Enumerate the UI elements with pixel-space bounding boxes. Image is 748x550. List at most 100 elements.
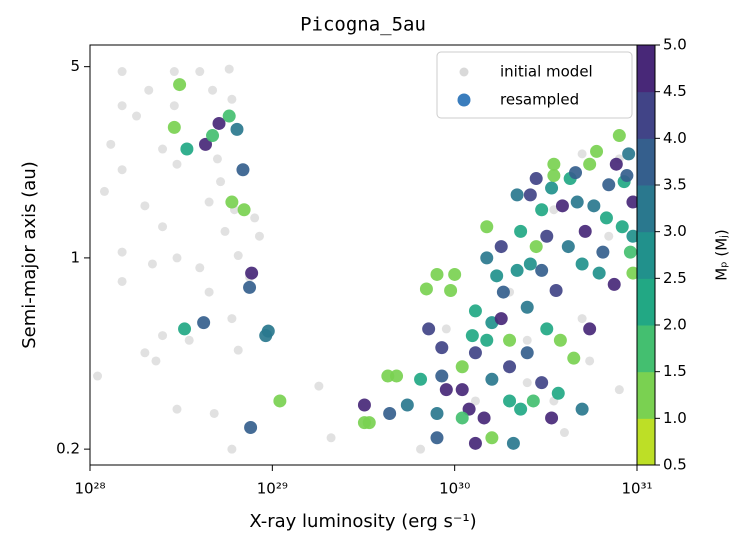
colorbar-segment: [637, 138, 655, 186]
resampled-point: [549, 284, 563, 298]
resampled-point: [400, 398, 414, 412]
resampled-point: [455, 360, 469, 374]
resampled-point: [465, 329, 479, 343]
initial-point: [522, 335, 532, 345]
resampled-point: [545, 181, 559, 195]
resampled-point: [206, 129, 220, 143]
resampled-point: [523, 188, 537, 202]
initial-point: [233, 345, 243, 355]
resampled-point: [390, 369, 404, 383]
resampled-point: [439, 383, 453, 397]
initial-point: [106, 139, 116, 149]
resampled-point: [547, 169, 561, 183]
initial-point: [224, 64, 234, 74]
resampled-point: [494, 240, 508, 254]
resampled-point: [547, 157, 561, 171]
resampled-point: [167, 120, 181, 134]
resampled-point: [490, 269, 504, 283]
colorbar-tick-label: 2.5: [663, 269, 687, 287]
resampled-point: [468, 304, 482, 318]
initial-point: [585, 356, 595, 366]
initial-point: [172, 404, 182, 414]
initial-point: [254, 231, 264, 241]
initial-point: [158, 331, 168, 341]
resampled-point: [503, 360, 517, 374]
colorbar-tick-label: 4.0: [663, 129, 687, 147]
resampled-point: [435, 369, 449, 383]
colorbar-tick-label: 1.5: [663, 362, 687, 380]
initial-point: [158, 222, 168, 232]
x-tick-label: 10²⁸: [74, 480, 105, 498]
initial-point: [172, 159, 182, 169]
legend-label: resampled: [500, 91, 579, 109]
resampled-point: [520, 346, 534, 360]
resampled-point: [419, 282, 433, 296]
initial-point: [326, 433, 336, 443]
resampled-point: [422, 322, 436, 336]
initial-point: [140, 348, 150, 358]
x-tick-label: 10³¹: [621, 480, 652, 498]
resampled-point: [430, 267, 444, 281]
initial-point: [117, 101, 127, 111]
initial-point: [195, 67, 205, 77]
initial-point: [132, 111, 142, 121]
initial-point: [117, 247, 127, 257]
resampled-point: [480, 251, 494, 265]
colorbar-frame: [636, 44, 656, 466]
resampled-point: [180, 142, 194, 156]
y-axis-label: Semi-major axis (au): [19, 161, 40, 349]
colorbar-tick-label: 2.0: [663, 316, 687, 334]
resampled-point: [596, 245, 610, 259]
colorbar-segment: [637, 231, 655, 279]
resampled-point: [622, 147, 636, 161]
resampled-point: [480, 333, 494, 347]
resampled-point: [540, 322, 554, 336]
resampled-point: [237, 203, 251, 217]
initial-point: [172, 253, 182, 263]
resampled-point: [567, 351, 581, 365]
resampled-point: [529, 172, 543, 186]
resampled-point: [626, 195, 640, 209]
legend-box: [436, 51, 633, 119]
legend-label: initial model: [500, 63, 593, 81]
initial-point: [212, 154, 222, 164]
resampled-point: [540, 229, 554, 243]
resampled-point: [510, 263, 524, 277]
resampled-point: [626, 229, 640, 243]
resampled-point: [590, 144, 604, 158]
resampled-point: [245, 266, 259, 280]
resampled-point: [561, 240, 575, 254]
colorbar-segment: [637, 371, 655, 419]
initial-point: [204, 197, 214, 207]
resampled-point: [494, 312, 508, 326]
resampled-point: [273, 394, 287, 408]
resampled-point: [529, 240, 543, 254]
resampled-point: [455, 383, 469, 397]
initial-point: [140, 201, 150, 211]
resampled-point: [578, 224, 592, 238]
colorbar-label: Mₚ (Mⱼ): [713, 229, 731, 280]
initial-point: [117, 67, 127, 77]
resampled-point: [620, 169, 634, 183]
resampled-point: [197, 316, 211, 330]
initial-point: [147, 259, 157, 269]
resampled-point: [212, 116, 226, 130]
resampled-point: [178, 322, 192, 336]
initial-point: [195, 263, 205, 273]
initial-point: [233, 251, 243, 261]
initial-point: [314, 381, 324, 391]
x-tick-label: 10²⁹: [257, 480, 288, 498]
resampled-point: [587, 199, 601, 213]
resampled-point: [485, 431, 499, 445]
y-tick-label: 0.2: [56, 440, 80, 458]
legend-marker: [459, 67, 469, 77]
initial-point: [158, 144, 168, 154]
initial-point: [577, 314, 587, 324]
resampled-point: [599, 211, 613, 225]
resampled-point: [615, 220, 629, 234]
initial-point: [151, 356, 161, 366]
resampled-point: [173, 78, 187, 92]
initial-point: [144, 85, 154, 95]
resampled-point: [526, 394, 540, 408]
colorbar-segment: [637, 91, 655, 139]
